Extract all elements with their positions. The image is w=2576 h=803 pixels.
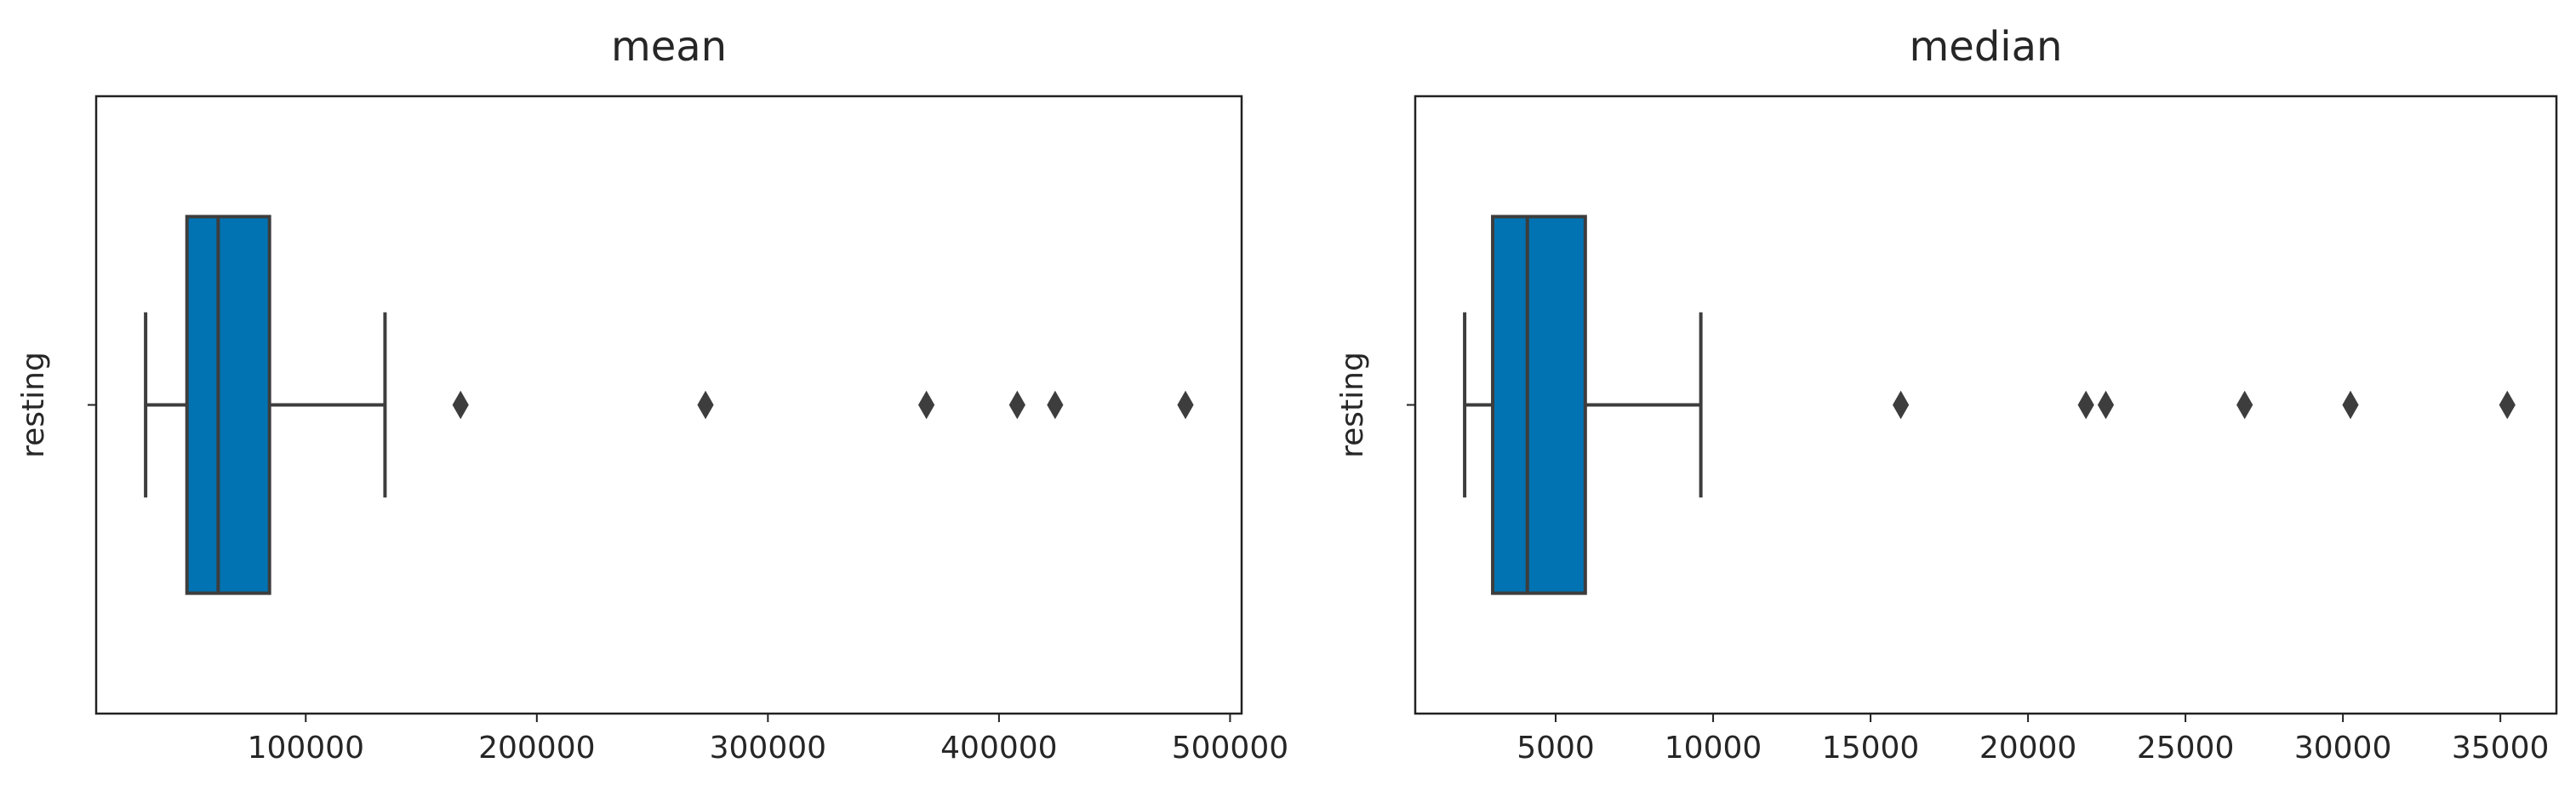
x-tick-label: 30000 (2294, 731, 2392, 766)
outlier (918, 390, 935, 420)
outlier (2499, 390, 2516, 420)
outlier (2077, 390, 2094, 420)
x-tick-label: 5000 (1516, 731, 1595, 766)
x-tick-label: 400000 (940, 731, 1057, 766)
x-tick-label: 100000 (248, 731, 364, 766)
outlier (1047, 390, 1064, 420)
box (1491, 215, 1587, 595)
outlier (452, 390, 469, 420)
x-tick-label: 10000 (1665, 731, 1762, 766)
outlier (2097, 390, 2115, 420)
outlier (1008, 390, 1025, 420)
outlier (2342, 390, 2359, 420)
box (185, 215, 271, 595)
x-tick-label: 15000 (1822, 731, 1920, 766)
outlier (2236, 390, 2253, 420)
x-tick-label: 35000 (2452, 731, 2550, 766)
x-tick-label: 20000 (1979, 731, 2077, 766)
x-tick-label: 300000 (710, 731, 826, 766)
chart-title: mean (611, 23, 727, 71)
x-tick-label: 500000 (1172, 731, 1288, 766)
outlier (697, 390, 714, 420)
outlier (1177, 390, 1194, 420)
outlier (1892, 390, 1910, 420)
chart-title: median (1910, 23, 2063, 71)
y-tick-label: resting (1335, 352, 1370, 458)
y-tick-label: resting (16, 352, 51, 458)
x-tick-label: 200000 (478, 731, 595, 766)
x-tick-label: 25000 (2137, 731, 2235, 766)
